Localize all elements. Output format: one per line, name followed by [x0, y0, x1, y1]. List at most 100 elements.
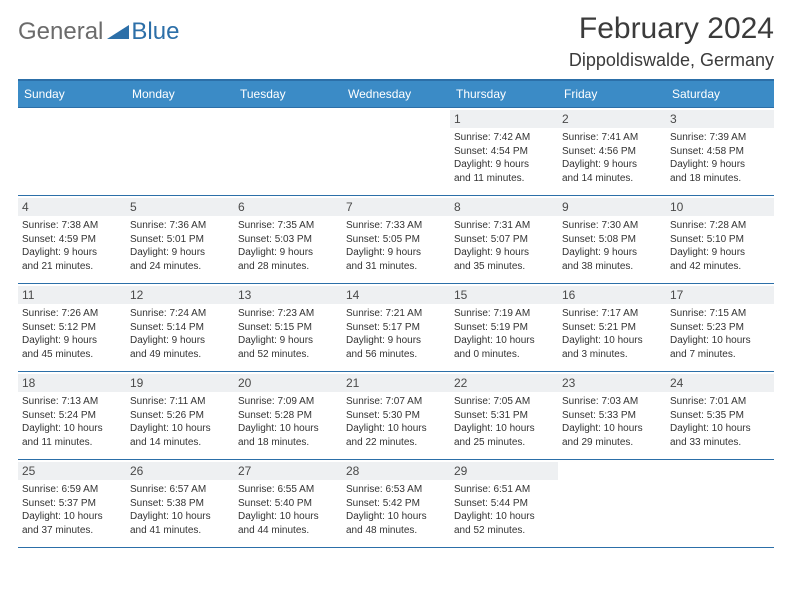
day-number: 24: [666, 374, 774, 392]
day-details: Sunrise: 6:51 AMSunset: 5:44 PMDaylight:…: [454, 483, 554, 537]
day-details: Sunrise: 7:17 AMSunset: 5:21 PMDaylight:…: [562, 307, 662, 361]
calendar-row: 25 Sunrise: 6:59 AMSunset: 5:37 PMDayligh…: [18, 460, 774, 548]
day-details: Sunrise: 7:28 AMSunset: 5:10 PMDaylight:…: [670, 219, 770, 273]
calendar-row: 18 Sunrise: 7:13 AMSunset: 5:24 PMDayligh…: [18, 372, 774, 460]
day-details: Sunrise: 7:07 AMSunset: 5:30 PMDaylight:…: [346, 395, 446, 449]
weekday-header: Thursday: [450, 80, 558, 108]
calendar-row: 11 Sunrise: 7:26 AMSunset: 5:12 PMDayligh…: [18, 284, 774, 372]
day-number: 29: [450, 462, 558, 480]
calendar-cell: 17 Sunrise: 7:15 AMSunset: 5:23 PMDayligh…: [666, 284, 774, 372]
day-number: 18: [18, 374, 126, 392]
day-details: Sunrise: 7:26 AMSunset: 5:12 PMDaylight:…: [22, 307, 122, 361]
calendar-cell: [18, 108, 126, 196]
calendar-cell: 9 Sunrise: 7:30 AMSunset: 5:08 PMDaylight…: [558, 196, 666, 284]
day-details: Sunrise: 7:24 AMSunset: 5:14 PMDaylight:…: [130, 307, 230, 361]
calendar-cell: 6Sunrise: 7:35 AMSunset: 5:03 PMDaylight…: [234, 196, 342, 284]
calendar-cell: 11 Sunrise: 7:26 AMSunset: 5:12 PMDayligh…: [18, 284, 126, 372]
weekday-header-row: Sunday Monday Tuesday Wednesday Thursday…: [18, 80, 774, 108]
day-details: Sunrise: 6:57 AMSunset: 5:38 PMDaylight:…: [130, 483, 230, 537]
calendar-cell: [234, 108, 342, 196]
location: Dippoldiswalde, Germany: [569, 50, 774, 71]
logo-text-general: General: [18, 18, 103, 46]
day-number: 14: [342, 286, 450, 304]
day-number: 20: [234, 374, 342, 392]
day-details: Sunrise: 7:42 AMSunset: 4:54 PMDaylight:…: [454, 131, 554, 185]
day-number: 2: [558, 110, 666, 128]
day-number: 17: [666, 286, 774, 304]
logo: General Blue: [18, 18, 179, 46]
calendar-cell: 19Sunrise: 7:11 AMSunset: 5:26 PMDayligh…: [126, 372, 234, 460]
calendar-cell: 18 Sunrise: 7:13 AMSunset: 5:24 PMDayligh…: [18, 372, 126, 460]
day-details: Sunrise: 7:39 AMSunset: 4:58 PMDaylight:…: [670, 131, 770, 185]
weekday-header: Tuesday: [234, 80, 342, 108]
day-number: 6: [234, 198, 342, 216]
day-number: 10: [666, 198, 774, 216]
calendar-cell: 12 Sunrise: 7:24 AMSunset: 5:14 PMDayligh…: [126, 284, 234, 372]
day-details: Sunrise: 6:55 AMSunset: 5:40 PMDaylight:…: [238, 483, 338, 537]
calendar-row: 4 Sunrise: 7:38 AMSunset: 4:59 PMDaylight…: [18, 196, 774, 284]
calendar-cell: 14 Sunrise: 7:21 AMSunset: 5:17 PMDayligh…: [342, 284, 450, 372]
calendar-cell: 24 Sunrise: 7:01 AMSunset: 5:35 PMDayligh…: [666, 372, 774, 460]
day-number: 4: [18, 198, 126, 216]
day-details: Sunrise: 7:13 AMSunset: 5:24 PMDaylight:…: [22, 395, 122, 449]
calendar-cell: 2 Sunrise: 7:41 AMSunset: 4:56 PMDaylight…: [558, 108, 666, 196]
calendar-table: Sunday Monday Tuesday Wednesday Thursday…: [18, 79, 774, 548]
calendar-cell: 20 Sunrise: 7:09 AMSunset: 5:28 PMDayligh…: [234, 372, 342, 460]
calendar-cell: 10 Sunrise: 7:28 AMSunset: 5:10 PMDayligh…: [666, 196, 774, 284]
calendar-cell: 4 Sunrise: 7:38 AMSunset: 4:59 PMDaylight…: [18, 196, 126, 284]
calendar-cell: 15 Sunrise: 7:19 AMSunset: 5:19 PMDayligh…: [450, 284, 558, 372]
day-number: 8: [450, 198, 558, 216]
day-number: 9: [558, 198, 666, 216]
day-details: Sunrise: 7:15 AMSunset: 5:23 PMDaylight:…: [670, 307, 770, 361]
day-number: 23: [558, 374, 666, 392]
calendar-cell: [666, 460, 774, 548]
day-number: 15: [450, 286, 558, 304]
day-number: 25: [18, 462, 126, 480]
logo-text-blue: Blue: [131, 18, 179, 46]
weekday-header: Saturday: [666, 80, 774, 108]
day-details: Sunrise: 7:38 AMSunset: 4:59 PMDaylight:…: [22, 219, 122, 273]
calendar-cell: 22 Sunrise: 7:05 AMSunset: 5:31 PMDayligh…: [450, 372, 558, 460]
calendar-cell: 25 Sunrise: 6:59 AMSunset: 5:37 PMDayligh…: [18, 460, 126, 548]
calendar-cell: 5Sunrise: 7:36 AMSunset: 5:01 PMDaylight…: [126, 196, 234, 284]
day-details: Sunrise: 7:21 AMSunset: 5:17 PMDaylight:…: [346, 307, 446, 361]
day-details: Sunrise: 6:59 AMSunset: 5:37 PMDaylight:…: [22, 483, 122, 537]
month-title: February 2024: [569, 12, 774, 46]
calendar-cell: 16Sunrise: 7:17 AMSunset: 5:21 PMDayligh…: [558, 284, 666, 372]
title-block: February 2024 Dippoldiswalde, Germany: [569, 12, 774, 71]
calendar-cell: 13Sunrise: 7:23 AMSunset: 5:15 PMDayligh…: [234, 284, 342, 372]
day-number: 22: [450, 374, 558, 392]
calendar-cell: 29 Sunrise: 6:51 AMSunset: 5:44 PMDayligh…: [450, 460, 558, 548]
day-details: Sunrise: 7:33 AMSunset: 5:05 PMDaylight:…: [346, 219, 446, 273]
day-details: Sunrise: 6:53 AMSunset: 5:42 PMDaylight:…: [346, 483, 446, 537]
day-details: Sunrise: 7:01 AMSunset: 5:35 PMDaylight:…: [670, 395, 770, 449]
day-number: 13: [234, 286, 342, 304]
weekday-header: Monday: [126, 80, 234, 108]
day-details: Sunrise: 7:11 AMSunset: 5:26 PMDaylight:…: [130, 395, 230, 449]
day-details: Sunrise: 7:03 AMSunset: 5:33 PMDaylight:…: [562, 395, 662, 449]
day-number: 1: [450, 110, 558, 128]
day-details: Sunrise: 7:30 AMSunset: 5:08 PMDaylight:…: [562, 219, 662, 273]
day-number: 28: [342, 462, 450, 480]
day-number: 5: [126, 198, 234, 216]
day-details: Sunrise: 7:19 AMSunset: 5:19 PMDaylight:…: [454, 307, 554, 361]
calendar-cell: [558, 460, 666, 548]
day-details: Sunrise: 7:41 AMSunset: 4:56 PMDaylight:…: [562, 131, 662, 185]
day-number: 21: [342, 374, 450, 392]
calendar-cell: 3Sunrise: 7:39 AMSunset: 4:58 PMDaylight…: [666, 108, 774, 196]
calendar-cell: 26Sunrise: 6:57 AMSunset: 5:38 PMDayligh…: [126, 460, 234, 548]
day-details: Sunrise: 7:05 AMSunset: 5:31 PMDaylight:…: [454, 395, 554, 449]
day-number: 11: [18, 286, 126, 304]
calendar-cell: 27Sunrise: 6:55 AMSunset: 5:40 PMDayligh…: [234, 460, 342, 548]
logo-triangle-icon: [107, 21, 129, 44]
day-details: Sunrise: 7:31 AMSunset: 5:07 PMDaylight:…: [454, 219, 554, 273]
calendar-row: 1 Sunrise: 7:42 AMSunset: 4:54 PMDaylight…: [18, 108, 774, 196]
weekday-header: Friday: [558, 80, 666, 108]
calendar-cell: 7Sunrise: 7:33 AMSunset: 5:05 PMDaylight…: [342, 196, 450, 284]
calendar-cell: 21 Sunrise: 7:07 AMSunset: 5:30 PMDayligh…: [342, 372, 450, 460]
calendar-cell: 8 Sunrise: 7:31 AMSunset: 5:07 PMDaylight…: [450, 196, 558, 284]
weekday-header: Wednesday: [342, 80, 450, 108]
day-details: Sunrise: 7:09 AMSunset: 5:28 PMDaylight:…: [238, 395, 338, 449]
day-number: 12: [126, 286, 234, 304]
weekday-header: Sunday: [18, 80, 126, 108]
